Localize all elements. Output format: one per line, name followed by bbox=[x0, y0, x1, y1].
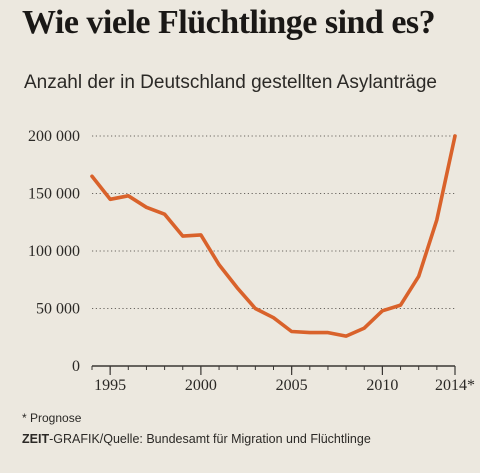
source-credit: ZEIT-GRAFIK/Quelle: Bundesamt für Migrat… bbox=[22, 432, 371, 446]
source-brand: ZEIT bbox=[22, 432, 50, 446]
x-tick-label: 1995 bbox=[94, 377, 126, 394]
y-tick-label: 200 000 bbox=[28, 128, 80, 145]
source-text: -GRAFIK/Quelle: Bundesamt für Migration … bbox=[49, 432, 371, 446]
gridlines bbox=[92, 135, 455, 309]
data-series bbox=[90, 134, 457, 338]
y-axis-labels: 0 50 000 100 000 150 000 200 000 bbox=[28, 128, 80, 375]
chart-subtitle: Anzahl der in Deutschland gestellten Asy… bbox=[24, 72, 437, 93]
x-tick-label: 2000 bbox=[185, 377, 217, 394]
x-tick-label: 2014* bbox=[435, 377, 475, 394]
x-tick-label: 2005 bbox=[276, 377, 308, 394]
series-line bbox=[90, 134, 457, 338]
x-tick-label: 2010 bbox=[366, 377, 398, 394]
x-axis: 1995 2000 2005 2010 2014* bbox=[91, 365, 475, 394]
chart-title: Wie viele Flüchtlinge sind es? bbox=[22, 4, 436, 41]
y-tick-label: 0 bbox=[72, 358, 80, 375]
footnote: * Prognose bbox=[22, 411, 82, 425]
y-tick-label: 100 000 bbox=[28, 243, 80, 260]
y-tick-label: 50 000 bbox=[36, 301, 80, 318]
y-tick-label: 150 000 bbox=[28, 186, 80, 203]
